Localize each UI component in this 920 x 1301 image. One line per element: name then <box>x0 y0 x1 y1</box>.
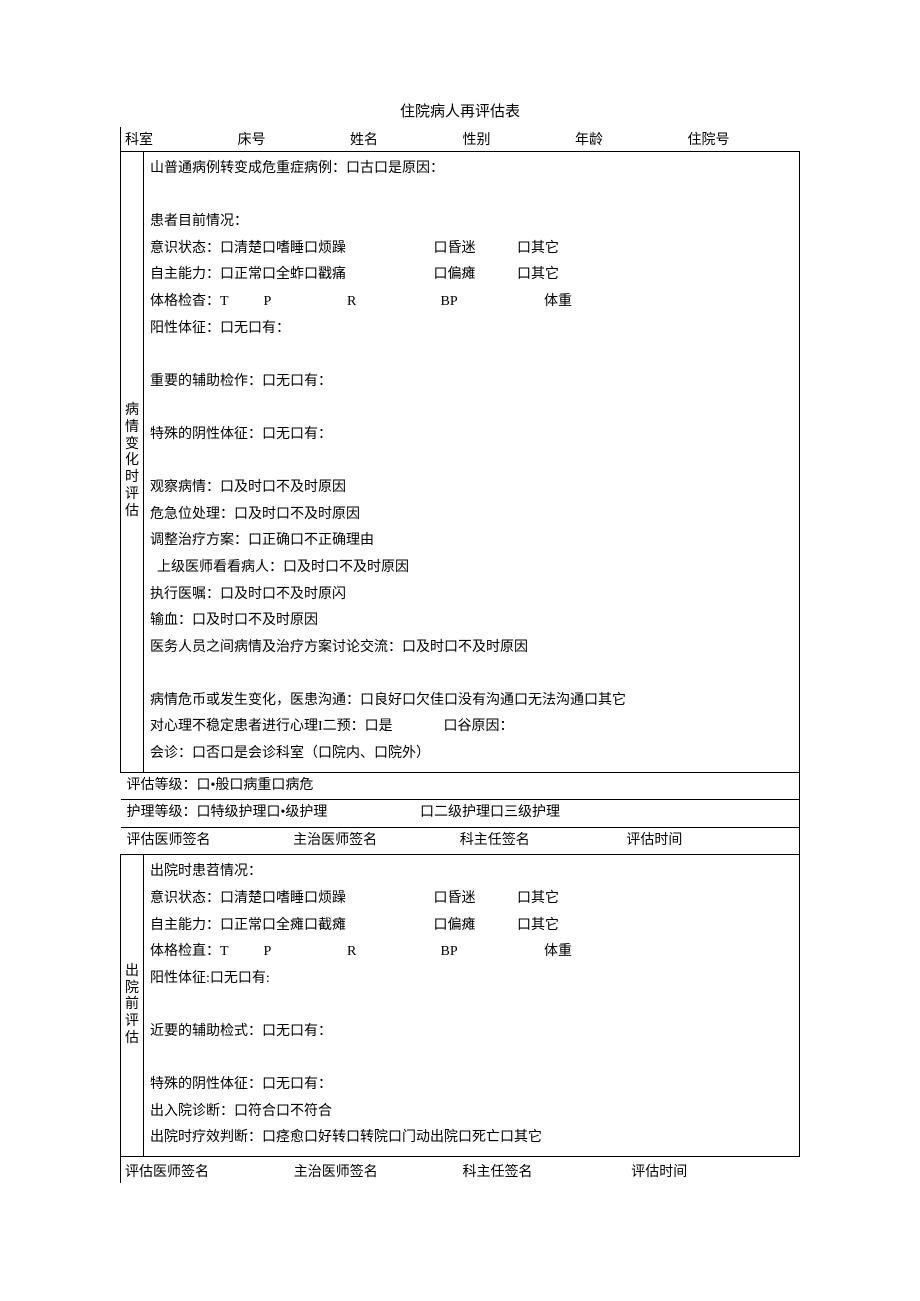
s2-l2c: 口其它 <box>517 891 559 906</box>
s2-l4c: R <box>347 939 437 966</box>
label-name: 姓名 <box>350 129 463 149</box>
s1-l5d: BP <box>441 289 541 316</box>
s2-l9: 出院时疗效判断：口痉愈口好转口转院口门动出院口死亡口其它 <box>150 1125 793 1152</box>
sign1-d: 评估时间 <box>626 828 793 855</box>
nursing-row: 护理等级：口特级护理口•级护理 口二级护理口三级护理 <box>121 800 800 828</box>
s2-l3: 自主能力：口正常口全瘫口截瘫 口偏瘫 口其它 <box>150 913 793 940</box>
s2-l5: 阳性体征:口无口有: <box>150 966 793 993</box>
s1-l11: 调整治疗方案：口正确口不正确理由 <box>150 528 793 555</box>
sign2-c: 科主任签名 <box>463 1161 632 1181</box>
sign1-a: 评估医师签名 <box>127 828 294 855</box>
label-sex: 性别 <box>463 129 576 149</box>
s2-l4b: P <box>264 939 344 966</box>
s1-l17a: 对心理不稳定患者进行心理I二预：口是 <box>150 714 440 741</box>
label-dept: 科室 <box>125 129 238 149</box>
sign2-d: 评估时间 <box>631 1161 800 1181</box>
s2-l1: 出院时患苕情况： <box>150 859 793 886</box>
nursing-a: 护理等级：口特级护理口•级护理 <box>127 800 417 827</box>
s1-l3b: 口昏迷 <box>434 236 514 263</box>
s1-l12: 上级医师看看病人：口及时口不及时原因 <box>150 555 793 582</box>
s2-l3a: 自主能力：口正常口全瘫口截瘫 <box>150 913 430 940</box>
s2-l2b: 口昏迷 <box>434 886 514 913</box>
sign2-a: 评估医师签名 <box>125 1161 294 1181</box>
s2-l6: 近要的辅助检式：口无口有： <box>150 1019 793 1046</box>
s1-l4c: 口其它 <box>517 267 559 282</box>
s1-l17b: 口谷原因： <box>444 719 514 734</box>
s1-l7: 重要的辅助检作：口无口有： <box>150 369 793 396</box>
s2-l8: 出入院诊断：口符合口不符合 <box>150 1099 793 1126</box>
s2-l4e: 体重 <box>544 944 572 959</box>
label-bed: 床号 <box>238 129 351 149</box>
s2-l4a: 体格检直：T <box>150 939 260 966</box>
s1-l5: 体格检杳：T P R BP 体重 <box>150 289 793 316</box>
s1-l5b: P <box>264 289 344 316</box>
s1-l1: 山普通病例转变成危重症病例：口古口是原因： <box>150 156 793 183</box>
patient-header: 科室 床号 姓名 性别 年龄 住院号 <box>120 127 800 151</box>
s1-l8: 特殊的阴性体征：口无口有： <box>150 422 793 449</box>
s1-l16: 病情危币或发生变化，医患沟通：口良好口欠佳口没有沟通口无法沟通口其它 <box>150 688 793 715</box>
s1-l18: 会诊：口否口是会诊科室（口院内、口院外） <box>150 741 793 768</box>
s1-l4a: 自主能力：口正常口全蚱口戳痛 <box>150 262 430 289</box>
s1-l13: 执行医嘱：口及时口不及时原闪 <box>150 582 793 609</box>
nursing-b: 口二级护理口三级护理 <box>420 805 560 820</box>
s2-l2a: 意识状态：口清楚口嗜睡口烦躁 <box>150 886 430 913</box>
s1-l3c: 口其它 <box>517 241 559 256</box>
s2-l4d: BP <box>441 939 541 966</box>
label-admission-no: 住院号 <box>688 129 801 149</box>
s1-l9: 观察病情：口及时口不及时原因 <box>150 475 793 502</box>
s1-l17: 对心理不稳定患者进行心理I二预：口是 口谷原因： <box>150 714 793 741</box>
s1-l10: 危急位处理：口及时口不及时原因 <box>150 502 793 529</box>
form-title: 住院病人再评估表 <box>120 100 800 121</box>
section1-side-label: 病情变化时评估 <box>121 152 144 773</box>
s2-l3c: 口其它 <box>517 918 559 933</box>
s1-l6: 阳性体征：口无口有： <box>150 316 793 343</box>
s1-l5c: R <box>347 289 437 316</box>
section2-body: 出院时患苕情况： 意识状态：口清楚口嗜睡口烦躁 口昏迷 口其它 自主能力：口正常… <box>144 855 800 1157</box>
s1-l5a: 体格检杳：T <box>150 289 260 316</box>
assessment-table: 病情变化时评估 山普通病例转变成危重症病例：口古口是原因： 患者目前情况： 意识… <box>120 151 800 1157</box>
s1-l3a: 意识状态：口清楚口嗜睡口烦躁 <box>150 236 430 263</box>
s1-l15: 医务人员之间病情及治疗方案讨论交流：口及时口不及时原因 <box>150 635 793 662</box>
s2-l3b: 口偏瘫 <box>434 913 514 940</box>
s2-l4: 体格检直：T P R BP 体重 <box>150 939 793 966</box>
s1-l4: 自主能力：口正常口全蚱口戳痛 口偏瘫 口其它 <box>150 262 793 289</box>
sign1-c: 科主任签名 <box>460 828 627 855</box>
s1-l2: 患者目前情况： <box>150 209 793 236</box>
label-age: 年龄 <box>575 129 688 149</box>
s2-l7: 特殊的阴性体征：口无口有： <box>150 1072 793 1099</box>
s1-l4b: 口偏瘫 <box>434 262 514 289</box>
sign-row-2: 评估医师签名 主治医师签名 科主任签名 评估时间 <box>120 1157 800 1183</box>
sign1-b: 主治医师签名 <box>293 828 460 855</box>
section2-side-label: 出院前评估 <box>121 855 144 1157</box>
s1-l5e: 体重 <box>544 294 572 309</box>
sign-row-1: 评估医师签名 主治医师签名 科主任签名 评估时间 <box>121 827 800 855</box>
s2-l2: 意识状态：口清楚口嗜睡口烦躁 口昏迷 口其它 <box>150 886 793 913</box>
s1-l3: 意识状态：口清楚口嗜睡口烦躁 口昏迷 口其它 <box>150 236 793 263</box>
grade-row: 评估等级：口•般口病重口病危 <box>121 772 800 800</box>
s1-l14: 输血：口及时口不及时原因 <box>150 608 793 635</box>
sign2-b: 主治医师签名 <box>294 1161 463 1181</box>
section1-body: 山普通病例转变成危重症病例：口古口是原因： 患者目前情况： 意识状态：口清楚口嗜… <box>144 152 800 773</box>
